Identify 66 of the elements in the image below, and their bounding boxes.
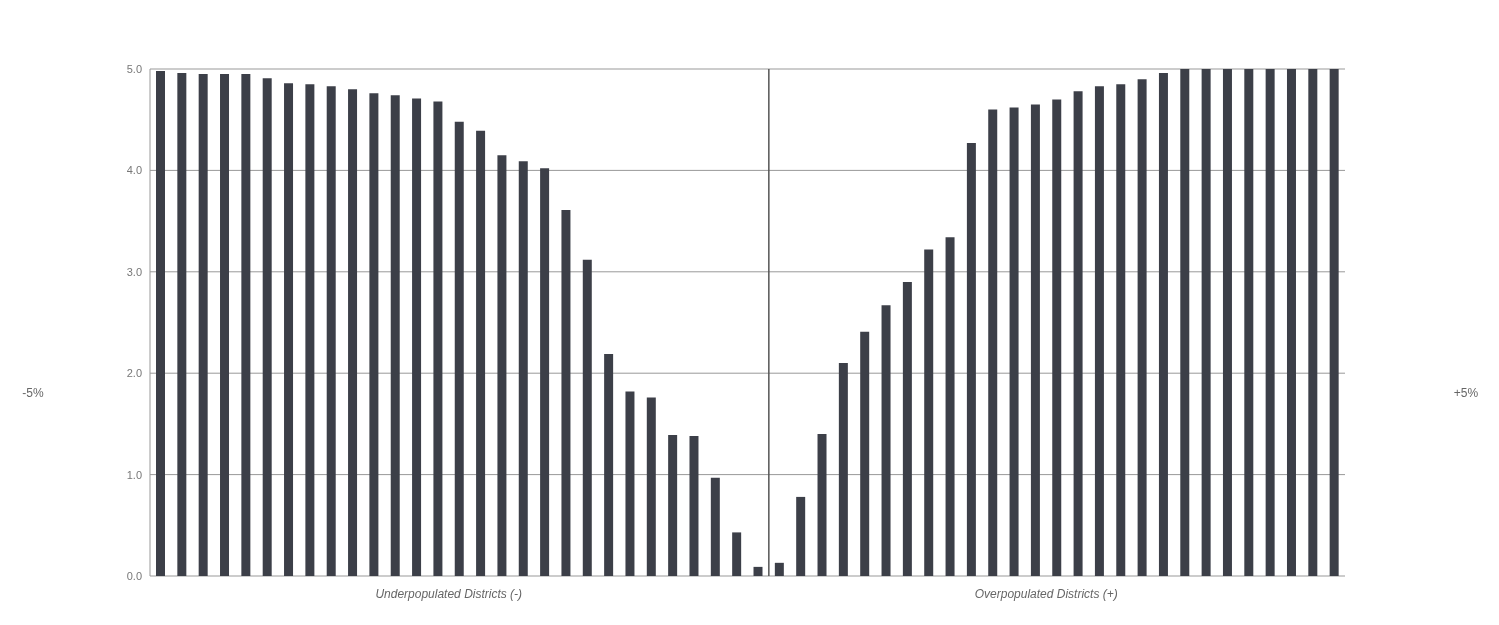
y-tick-label: 3.0 [126,265,142,278]
y-tick-label: 4.0 [126,164,142,177]
bar [412,98,422,576]
bar [1094,86,1104,576]
bar [1052,99,1062,576]
bar [476,130,486,576]
bar [1244,69,1254,576]
bar [1180,69,1190,576]
bar [625,391,635,576]
bar [326,86,336,576]
bar [1222,69,1232,576]
bar [262,78,272,576]
bar [156,71,165,576]
bar [220,74,230,576]
text: -5% [21,386,45,400]
bar [1286,69,1296,576]
bar [1265,69,1275,576]
bar [646,397,656,576]
bar [604,353,614,576]
bar [305,84,315,576]
bar [561,209,571,576]
bar [1158,73,1168,576]
y-tick-label: 2.0 [126,367,142,380]
y-tick-label: 5.0 [126,62,142,75]
bar [1030,104,1040,576]
y-tick-label: 0.0 [126,569,142,582]
bar [1073,91,1083,576]
bar [966,143,976,576]
bar [518,161,528,576]
bar [774,562,784,576]
bar [838,363,848,576]
bar [1308,69,1318,576]
bar [860,331,870,576]
y-tick-label: 1.0 [126,468,142,481]
bar [241,74,251,576]
bar [198,74,208,576]
bar [348,89,358,576]
bar [433,101,443,576]
bar [689,436,699,576]
bar [1201,69,1211,576]
bar [1329,69,1339,576]
bar [902,281,912,576]
bar [945,237,955,576]
bar [881,305,891,576]
bar [796,496,806,576]
bar [753,566,763,576]
text: Underpopulated Districts (-) [374,587,524,601]
bar [369,93,379,576]
bar [710,477,720,576]
bar [454,121,464,576]
bar [390,95,400,576]
bar [1009,107,1019,576]
bar [582,259,592,576]
bar [540,168,550,576]
text: +5% [1452,386,1480,400]
bar [284,83,294,576]
bar [988,109,998,576]
bar [817,434,827,576]
bar [497,155,507,576]
bar [177,73,187,576]
bar [1116,84,1126,576]
bar [668,435,678,576]
bar [1137,79,1147,576]
bar [924,249,934,576]
text: Overpopulated Districts (+) [973,587,1119,601]
bar [732,532,742,576]
